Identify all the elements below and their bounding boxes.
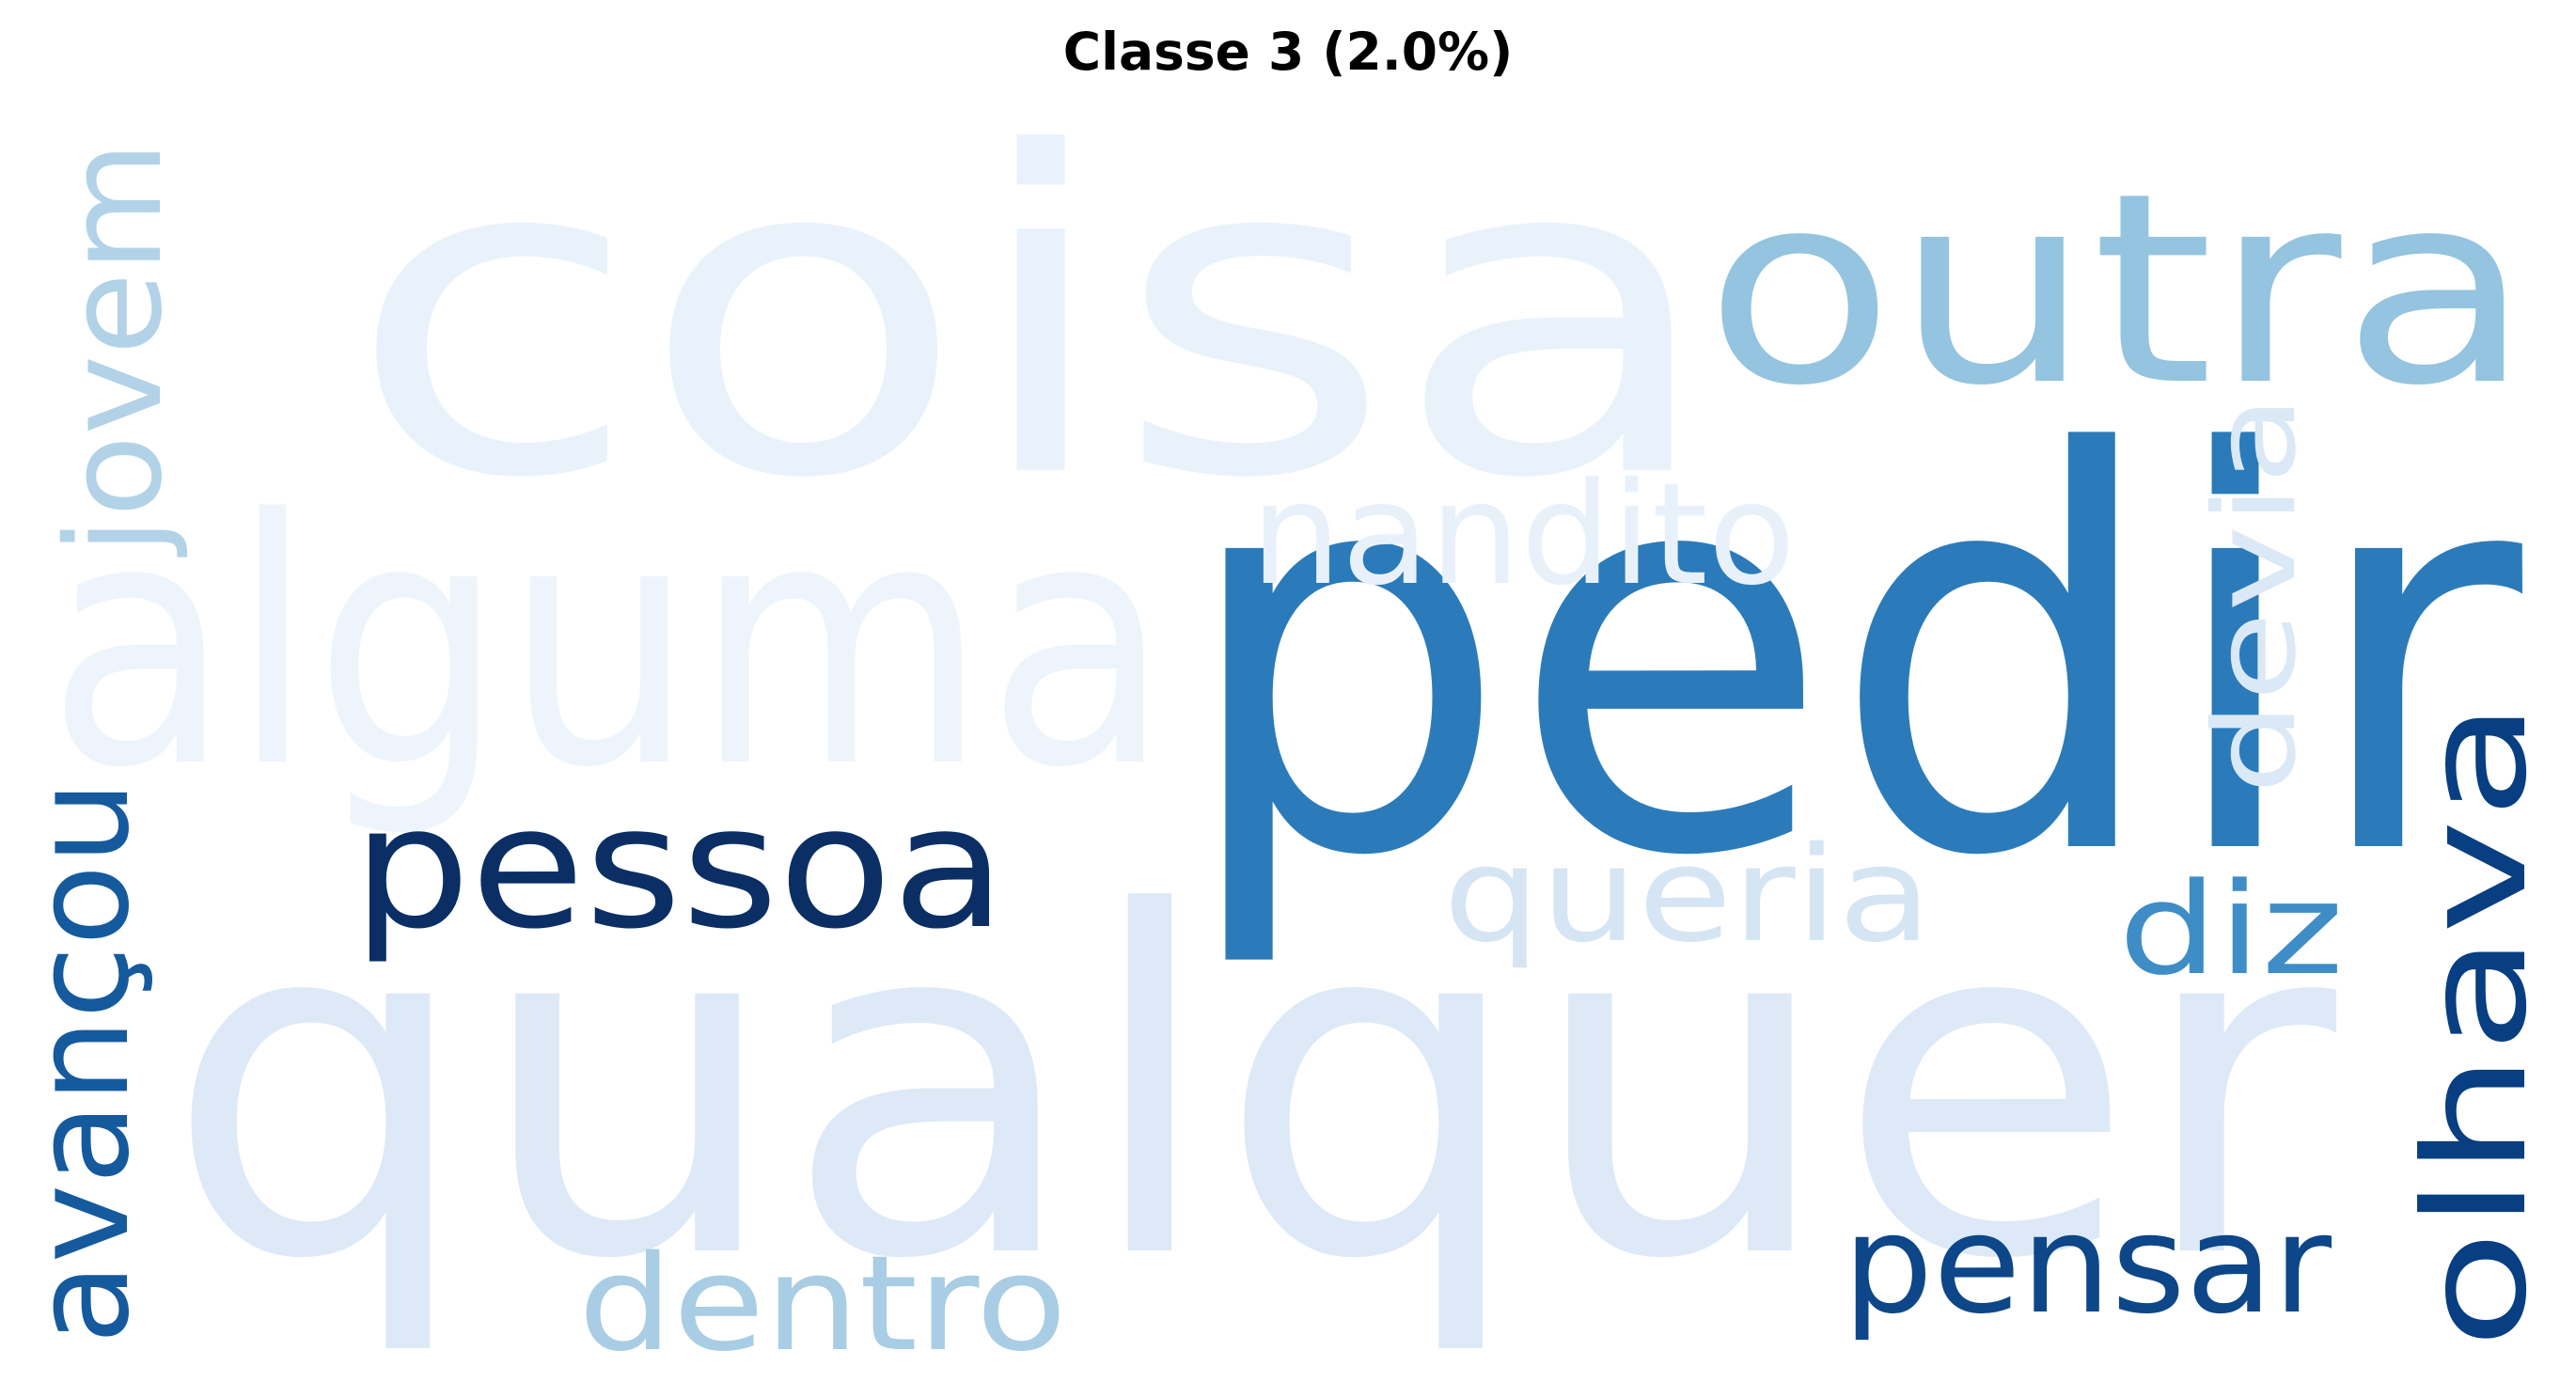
word-qualquer: qualquer — [165, 814, 2342, 1361]
word-diz: diz — [2118, 856, 2344, 1003]
word-outra: outra — [1704, 137, 2532, 444]
chart-title: Classe 3 (2.0%) — [1062, 22, 1514, 82]
word-pensar: pensar — [1843, 1186, 2332, 1344]
word-pessoa: pessoa — [353, 770, 1006, 966]
word-avancou: avançou — [6, 780, 159, 1344]
word-dentro: dentro — [578, 1228, 1067, 1381]
word-coisa: coisa — [347, 60, 1720, 574]
word-queria: queria — [1443, 819, 1932, 972]
word-olhava: olhava — [2395, 700, 2558, 1349]
word-alguma: alguma — [47, 448, 1170, 841]
word-jovem: jovem — [39, 141, 192, 558]
word-pedir: pedir — [1178, 340, 2528, 975]
word-nandito: nandito — [1250, 453, 1796, 617]
word-devia: devia — [2191, 395, 2321, 794]
